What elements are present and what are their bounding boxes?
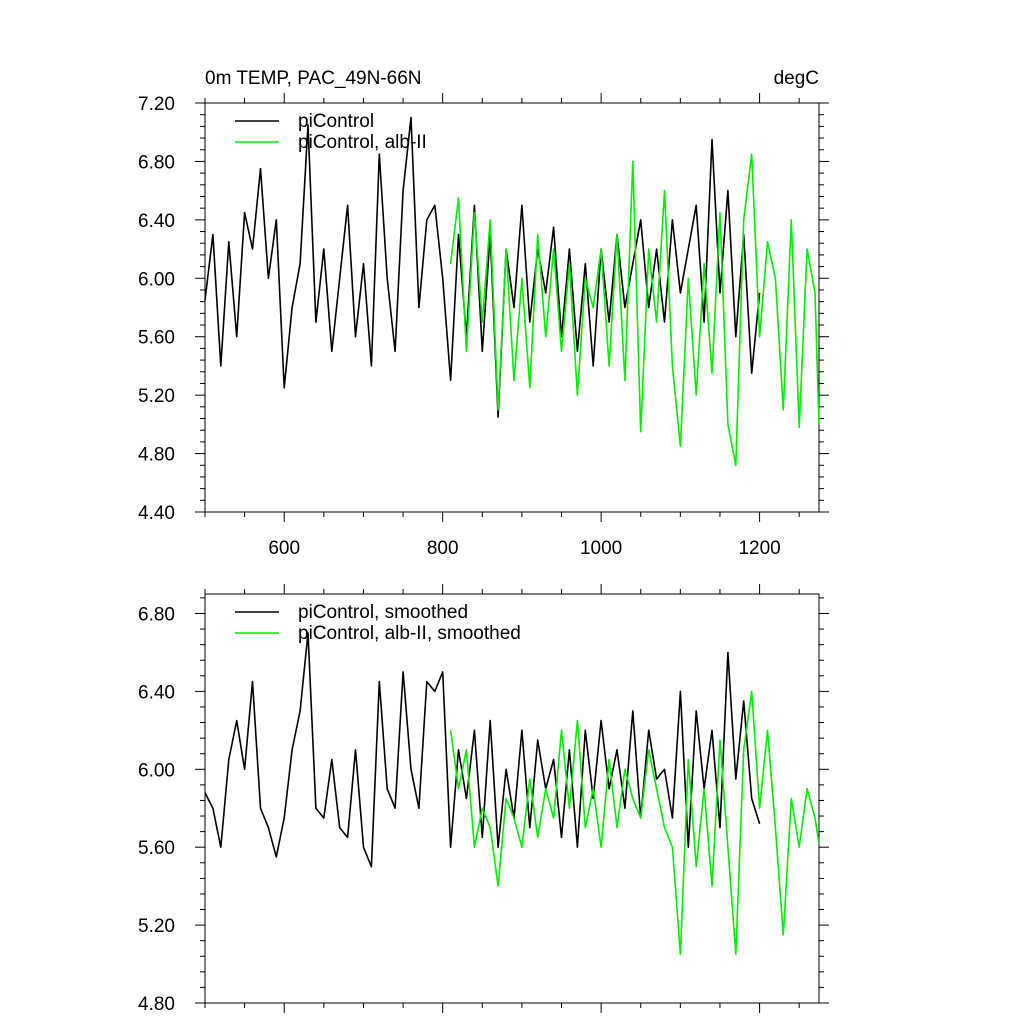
top-axes: 600 800 1000 1200 4.40 4.80 5.20 5.60 6.00 6.40 6.… <box>138 93 829 559</box>
top-series-lines <box>204 116 820 467</box>
top-legend-label-2: piControl, alb-II <box>298 132 427 153</box>
bottom-legend-label-1: piControl, smoothed <box>298 602 468 623</box>
bottom-y-tick-label: 4.80 <box>138 994 175 1015</box>
top-y-tick-label: 4.40 <box>138 503 175 524</box>
top-panel: 0m TEMP, PAC_49N-66N degC 600 800 1000 1200… <box>138 68 829 559</box>
top-y-tick-label: 6.80 <box>138 152 175 173</box>
top-title-right: degC <box>774 68 819 89</box>
top-x-tick-label: 800 <box>427 538 459 559</box>
bottom-y-tick-label: 6.80 <box>138 604 175 625</box>
bottom-y-tick-label: 6.40 <box>138 682 175 703</box>
bottom-axes: 4.80 5.20 5.60 6.00 6.40 6.80 <box>138 584 829 1015</box>
bottom-y-tick-label: 6.00 <box>138 760 175 781</box>
top-series-line-1 <box>204 116 761 418</box>
top-x-tick-label: 600 <box>268 538 300 559</box>
top-y-tick-label: 7.20 <box>138 94 175 115</box>
bottom-series-lines <box>204 632 820 956</box>
bottom-panel: 4.80 5.20 5.60 6.00 6.40 6.80 piControl, smoo… <box>138 584 829 1015</box>
top-y-tick-label: 4.80 <box>138 445 175 466</box>
bottom-series-line-1 <box>204 632 761 868</box>
top-y-tick-label: 5.20 <box>138 386 175 407</box>
top-y-tick-label: 6.40 <box>138 211 175 232</box>
top-y-tick-label: 6.00 <box>138 269 175 290</box>
top-plot-frame <box>204 102 820 513</box>
top-y-tick-label: 5.60 <box>138 328 175 349</box>
bottom-plot-frame <box>204 593 820 1004</box>
bottom-y-tick-label: 5.20 <box>138 916 175 937</box>
top-title-left: 0m TEMP, PAC_49N-66N <box>205 68 421 89</box>
bottom-legend-label-2: piControl, alb-II, smoothed <box>298 623 521 644</box>
bottom-series-line-2 <box>449 690 820 956</box>
bottom-y-tick-label: 5.60 <box>138 838 175 859</box>
top-series-line-2 <box>449 153 820 467</box>
top-x-tick-label: 1000 <box>580 538 622 559</box>
top-x-tick-label: 1200 <box>738 538 780 559</box>
top-legend-label-1: piControl <box>298 111 374 132</box>
